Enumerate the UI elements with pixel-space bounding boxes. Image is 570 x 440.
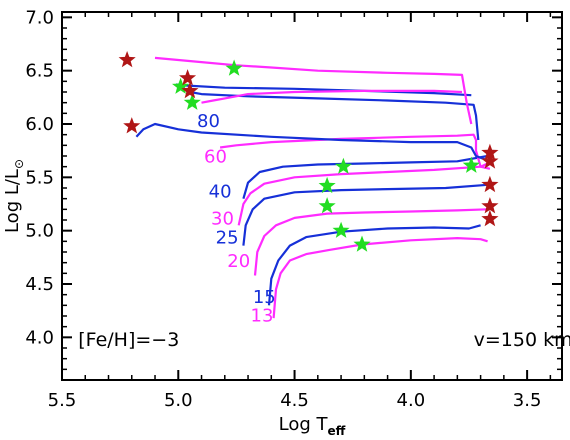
track-label-20: 20: [227, 251, 250, 272]
y-tick-label: 6.5: [25, 61, 54, 82]
y-tick-label: 6.0: [25, 114, 54, 135]
track-line-20: [253, 208, 488, 276]
green-star-5: [318, 176, 336, 194]
track-line-extra-11: [201, 89, 463, 104]
red-star-3: [123, 117, 141, 134]
y-tick-label: 4.0: [25, 327, 54, 348]
track-label-25: 25: [216, 227, 239, 248]
green-star-8: [353, 235, 371, 252]
track-label-13: 13: [251, 305, 274, 326]
y-axis-label-sun: ⊙: [12, 159, 26, 169]
track-label-60: 60: [204, 146, 227, 167]
track-label-15: 15: [253, 287, 276, 308]
track-line-13: [272, 237, 488, 319]
track-line-extra-9: [175, 83, 472, 97]
x-tick-label: 3.5: [513, 390, 542, 411]
x-tick-label: 5.0: [164, 390, 193, 411]
x-tick-label: 5.5: [48, 390, 77, 411]
track-label-80: 80: [197, 111, 220, 132]
track-line-30: [237, 161, 491, 226]
track-label-30: 30: [211, 208, 234, 229]
axes-layer: 5.5 5.0 4.5 4.0 3.5 4.0 4.5 5.0 5.5 6.0 6.5 7.0: [25, 7, 563, 411]
red-star-6: [481, 175, 499, 193]
track-line-40: [242, 154, 488, 200]
tracks-layer: [135, 56, 491, 319]
green-star-2: [225, 59, 243, 76]
track-line-25: [242, 183, 488, 246]
x-axis-label: Log Teff: [279, 414, 346, 438]
green-star-4: [462, 156, 480, 173]
red-star-4: [481, 143, 499, 161]
red-star-2: [181, 81, 199, 99]
plot-frame: [61, 11, 563, 381]
green-star-6: [318, 197, 336, 214]
y-axis-label: Log L/L⊙: [2, 159, 26, 233]
red-star-5: [481, 152, 499, 169]
green-star-7: [332, 221, 350, 238]
x-axis-label-sub: eff: [328, 424, 346, 438]
green-star-0: [172, 77, 190, 94]
track-label-40: 40: [209, 182, 232, 203]
red-star-0: [118, 51, 136, 68]
x-axis-label-main: Log T: [279, 414, 329, 435]
x-tick-label: 4.0: [397, 390, 426, 411]
stars-layer: [118, 51, 499, 252]
y-axis-label-main: Log L/L: [2, 169, 23, 233]
y-tick-label: 5.5: [25, 167, 54, 188]
y-tick-label: 5.0: [25, 221, 54, 242]
track-line-extra-10: [154, 56, 473, 125]
red-star-8: [481, 209, 499, 227]
rotation-annotation: v=150 km/s: [474, 329, 570, 351]
x-tick-label: 4.5: [280, 390, 309, 411]
track-line-80: [135, 122, 491, 163]
red-star-7: [481, 197, 499, 214]
red-star-1: [179, 69, 197, 86]
green-star-3: [334, 157, 352, 174]
y-tick-label: 7.0: [25, 7, 54, 28]
y-tick-label: 4.5: [25, 274, 54, 295]
metallicity-annotation: [Fe/H]=−3: [78, 329, 179, 351]
track-line-15: [267, 224, 481, 306]
green-star-1: [183, 93, 201, 110]
